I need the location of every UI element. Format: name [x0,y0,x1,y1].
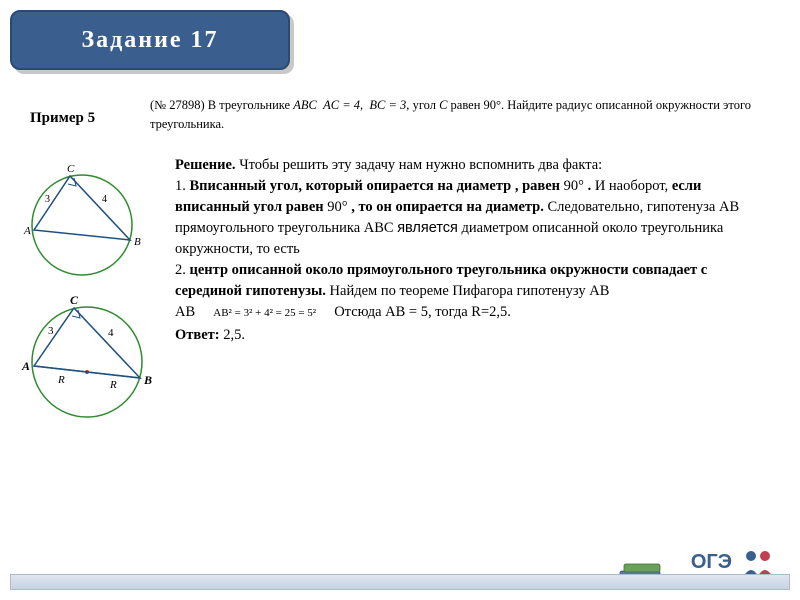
svg-text:B: B [143,373,152,387]
diagram-area: A B C 3 4 A B C 3 4 R R [12,160,162,460]
fact1-bold3: , то он опирается на диаметр. [348,199,544,215]
bottom-bar [10,574,790,590]
svg-text:C: C [70,293,79,307]
solution-line1: Решение. Чтобы решить эту задачу нам нуж… [175,155,775,176]
deg90a: 90° [564,178,584,194]
diagram-1: A B C 3 4 [12,160,152,290]
answer-line: Ответ: 2,5. [175,325,775,346]
problem-bc: BC = 3, [369,98,409,112]
svg-text:B: B [134,236,141,248]
problem-angle-val: 90° [484,98,502,112]
solution-fact2: 2. центр описанной около прямоугольного … [175,260,775,302]
title-banner: Задание 17 [10,10,290,70]
fact1-bold: Вписанный угол, который опирается на диа… [190,178,564,194]
example-label: Пример 5 [30,110,95,127]
solution-formula-line: AB AB² = 3² + 4² = 25 = 5² Отсюда AB = 5… [175,302,775,323]
fact2-tail: Найдем по теореме Пифагора гипотенузу AB [326,283,609,299]
fact1-is: является [397,220,458,236]
problem-angle-name: C [439,98,447,112]
problem-text: (№ 27898) В треугольнике ABC AC = 4, BC … [150,96,780,134]
fact1-prefix: 1. [175,178,190,194]
fact1-mid: И наоборот, [591,178,672,194]
solution-fact1: 1. Вписанный угол, который опирается на … [175,176,775,260]
problem-angle-eq: равен [451,98,481,112]
fact2-prefix: 2. [175,262,190,278]
svg-text:4: 4 [108,327,114,339]
svg-text:C: C [67,163,75,175]
problem-tri: ABC [293,98,317,112]
solution-heading: Решение. [175,157,236,173]
answer-value: 2,5. [220,327,245,343]
svg-text:3: 3 [48,325,54,337]
banner-title: Задание 17 [81,27,218,54]
diagram-2: A B C 3 4 R R [12,290,162,430]
svg-text:R: R [109,379,117,391]
answer-label: Ответ: [175,327,220,343]
solution-intro: Чтобы решить эту задачу нам нужно вспомн… [236,157,603,173]
svg-text:A: A [21,359,30,373]
svg-text:R: R [57,374,65,386]
svg-text:4: 4 [102,194,107,205]
formula: AB² = 3² + 4² = 25 = 5² [213,307,316,319]
problem-number: (№ 27898) [150,98,205,112]
problem-prefix: В треугольнике [208,98,290,112]
problem-angle-txt: угол [413,98,436,112]
problem-ac: AC = 4, [323,98,363,112]
svg-text:A: A [23,225,31,237]
logo-text: ОГЭ [691,551,732,574]
deg90b: 90° [327,199,347,215]
svg-text:3: 3 [45,194,50,205]
solution-text: Решение. Чтобы решить эту задачу нам нуж… [175,155,775,346]
after-formula: Отсюда AB = 5, тогда R=2,5. [331,304,511,320]
